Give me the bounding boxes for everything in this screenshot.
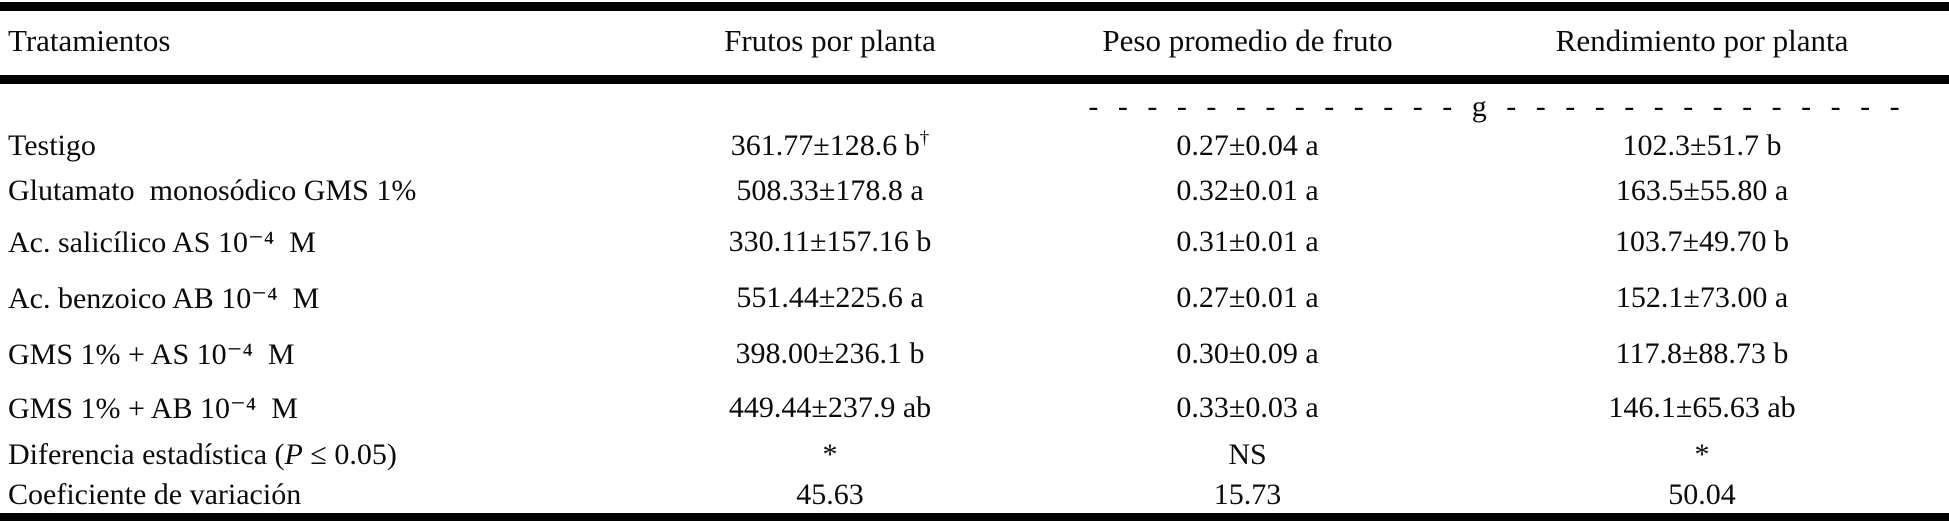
column-header-avg-fruit-weight: Peso promedio de fruto [1040, 6, 1455, 84]
column-header-yield-per-plant: Rendimiento por planta [1455, 6, 1949, 84]
fruits-value: 508.33±178.8 a [736, 174, 924, 207]
header-row: Tratamientos Frutos por planta Peso prom… [0, 6, 1949, 84]
table-row: Testigo 361.77±128.6 b† 0.27±0.04 a 102.… [0, 124, 1949, 168]
table-row: GMS 1% + AS 10⁻⁴ M 398.00±236.1 b 0.30±0… [0, 326, 1949, 382]
weight-value: 0.30±0.09 a [1176, 337, 1319, 370]
fruits-value: 551.44±225.6 a [736, 281, 924, 314]
units-row-empty-cell [620, 80, 1040, 125]
treatment-label: Ac. salicílico AS 10⁻⁴ M [8, 225, 316, 259]
treatment-label: Glutamato monosódico GMS 1% [8, 174, 417, 207]
yield-value: 103.7±49.70 b [1615, 225, 1789, 258]
coefficient-variation-row: Coeficiente de variación 45.63 15.73 50.… [0, 476, 1949, 518]
yield-cv-value: 50.04 [1668, 477, 1736, 511]
fruits-value: 398.00±236.1 b [735, 337, 925, 370]
treatment-label: GMS 1% + AB 10⁻⁴ M [8, 391, 298, 425]
units-row: - - - - - - - - - - - - - g - - - - - - … [0, 80, 1949, 125]
dagger-footnote-marker: † [919, 128, 930, 149]
table-row: Ac. salicílico AS 10⁻⁴ M 330.11±157.16 b… [0, 214, 1949, 270]
treatment-label: Testigo [8, 129, 96, 162]
weight-value: 0.27±0.04 a [1176, 129, 1319, 162]
yield-value: 117.8±88.73 b [1615, 337, 1789, 370]
fruits-value: 449.44±237.9 ab [728, 391, 932, 424]
treatment-label: GMS 1% + AS 10⁻⁴ M [8, 337, 295, 371]
weight-value: 0.31±0.01 a [1176, 225, 1319, 258]
weight-cv-value: 15.73 [1213, 477, 1282, 511]
units-row-empty-cell [0, 80, 620, 125]
fruits-cv-value: 45.63 [796, 477, 864, 511]
table-row: Ac. benzoico AB 10⁻⁴ M 551.44±225.6 a 0.… [0, 270, 1949, 326]
yield-value: 102.3±51.7 b [1622, 129, 1782, 162]
treatment-label: Coeficiente de variación [8, 477, 302, 511]
treatment-label: Diferencia estadística (P ≤ 0.05) [0, 434, 620, 476]
fruits-value: 330.11±157.16 b [728, 225, 932, 258]
yield-value: 146.1±65.63 ab [1608, 391, 1796, 424]
table-row: Glutamato monosódico GMS 1% 508.33±178.8… [0, 168, 1949, 214]
statistical-difference-row: Diferencia estadística (P ≤ 0.05) * NS * [0, 434, 1949, 476]
stat-label-post: ≤ 0.05) [302, 438, 397, 471]
weight-significance: NS [1228, 438, 1267, 471]
treatment-label: Ac. benzoico AB 10⁻⁴ M [8, 281, 320, 315]
units-grams-dashed-line: - - - - - - - - - - - - - g - - - - - - … [1088, 90, 1901, 123]
fruits-value-text: 361.77±128.6 b [730, 129, 920, 162]
weight-value: 0.32±0.01 a [1176, 174, 1319, 207]
column-header-fruits-per-plant: Frutos por planta [620, 6, 1040, 84]
yield-value: 163.5±55.80 a [1615, 174, 1789, 207]
weight-value: 0.27±0.01 a [1176, 281, 1319, 314]
yield-significance: * [1694, 438, 1710, 471]
table-row: GMS 1% + AB 10⁻⁴ M 449.44±237.9 ab 0.33±… [0, 382, 1949, 434]
weight-value: 0.33±0.03 a [1176, 391, 1319, 424]
stat-label-p-italic: P [284, 438, 303, 471]
yield-value: 152.1±73.00 a [1615, 281, 1789, 314]
stat-label-pre: Diferencia estadística ( [8, 438, 285, 471]
column-header-treatments: Tratamientos [0, 6, 620, 84]
fruits-significance: * [822, 438, 838, 471]
fruits-value: 361.77±128.6 b† [620, 124, 1040, 168]
